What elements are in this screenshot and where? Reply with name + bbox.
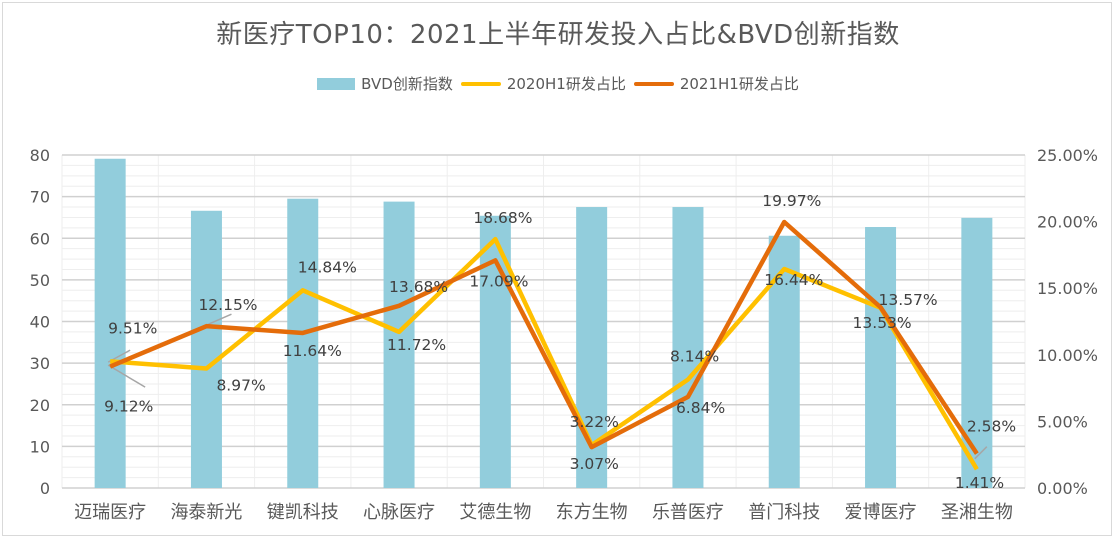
- left-axis-tick: 20: [30, 396, 50, 415]
- line-2021h1-rd-ratio: [109, 219, 979, 455]
- left-axis-tick: 10: [30, 437, 50, 456]
- left-axis-tick: 70: [30, 188, 50, 207]
- legend-swatch-2020: [460, 81, 501, 86]
- left-axis-tick: 0: [40, 479, 50, 498]
- bar-bvd-index: [383, 201, 415, 488]
- data-label-2021h1: 2.58%: [967, 418, 1016, 436]
- bar-bvd-index: [961, 217, 993, 488]
- left-axis-tick: 40: [30, 313, 50, 332]
- data-label-2020h1: 8.97%: [216, 377, 265, 395]
- right-axis-tick: 5.00%: [1037, 412, 1088, 431]
- legend-swatch-bvd: [317, 77, 356, 90]
- x-axis-category-label: 键凯科技: [267, 502, 339, 523]
- leader-line: [208, 313, 232, 325]
- left-axis-tick: 50: [30, 271, 50, 290]
- bar-bvd-index: [865, 227, 897, 489]
- left-axis-tick: 60: [30, 229, 50, 248]
- right-axis-tick: 0.00%: [1037, 479, 1088, 498]
- data-label-2021h1: 11.64%: [283, 342, 342, 360]
- legend-label-bvd: BVD创新指数: [361, 75, 453, 93]
- data-label-2021h1: 13.57%: [879, 291, 938, 309]
- x-axis-category-label: 东方生物: [556, 502, 628, 523]
- data-label-2020h1: 14.84%: [298, 258, 357, 276]
- data-label-2021h1: 13.68%: [389, 278, 448, 296]
- data-label-2020h1: 1.41%: [955, 474, 1004, 492]
- right-axis-tick: 20.00%: [1037, 213, 1098, 232]
- x-axis-category-label: 乐普医疗: [652, 502, 724, 523]
- legend-item-2021[interactable]: 2021H1研发占比: [633, 73, 799, 94]
- bar-bvd-index: [94, 158, 126, 488]
- data-label-2020h1: 18.68%: [473, 209, 532, 227]
- right-axis-tick: 15.00%: [1037, 279, 1098, 298]
- bar-bvd-index: [672, 207, 704, 488]
- chart-title: 新医疗TOP10：2021上半年研发投入占比&BVD创新指数: [216, 20, 900, 50]
- leader-line: [107, 364, 146, 388]
- leader-line: [974, 446, 988, 460]
- bar-bvd-index: [287, 198, 319, 489]
- x-axis-category-label: 普门科技: [748, 502, 820, 523]
- data-label-2021h1: 9.12%: [104, 398, 153, 416]
- data-label-2021h1: 12.15%: [198, 296, 257, 314]
- data-label-2020h1: 8.14%: [670, 348, 719, 366]
- legend-label-2021: 2021H1研发占比: [679, 75, 799, 93]
- x-axis-category-label: 迈瑞医疗: [74, 502, 146, 523]
- left-axis-tick: 30: [30, 354, 50, 373]
- right-axis-tick: 10.00%: [1037, 346, 1098, 365]
- data-label-2020h1: 3.22%: [570, 413, 619, 431]
- data-label-2021h1: 19.97%: [762, 192, 821, 210]
- bar-bvd-index: [190, 210, 222, 488]
- legend-item-2020[interactable]: 2020H1研发占比: [460, 73, 626, 94]
- left-axis-tick: 80: [30, 146, 50, 165]
- legend-label-2020: 2020H1研发占比: [506, 75, 626, 93]
- legend-item-bvd[interactable]: BVD创新指数: [317, 73, 453, 94]
- data-label-2021h1: 17.09%: [469, 272, 528, 290]
- data-label-2020h1: 11.72%: [387, 336, 446, 354]
- data-label-2020h1: 16.44%: [764, 271, 823, 289]
- x-axis-category-label: 心脉医疗: [363, 502, 435, 523]
- x-axis-category-label: 圣湘生物: [941, 502, 1013, 523]
- x-axis-category-label: 爱博医疗: [845, 502, 917, 523]
- x-axis-category-label: 艾德生物: [459, 502, 531, 523]
- data-label-2020h1: 9.51%: [108, 319, 157, 337]
- data-label-2021h1: 6.84%: [676, 399, 725, 417]
- legend: BVD创新指数 2020H1研发占比 2021H1研发占比: [0, 73, 1116, 94]
- data-label-2021h1: 3.07%: [570, 455, 619, 473]
- x-axis-category-label: 海泰新光: [170, 502, 242, 523]
- legend-swatch-2021: [633, 81, 674, 86]
- data-label-2020h1: 13.53%: [853, 314, 912, 332]
- right-axis-tick: 25.00%: [1037, 146, 1098, 165]
- bar-bvd-index: [479, 215, 511, 488]
